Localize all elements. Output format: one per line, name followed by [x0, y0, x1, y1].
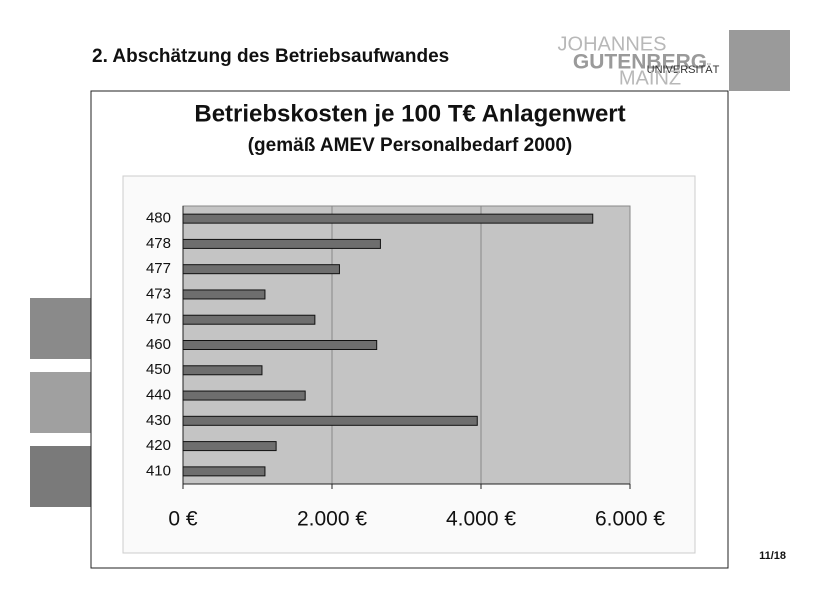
bar	[182, 213, 594, 224]
y-tick-label: 460	[146, 336, 171, 353]
bar	[182, 340, 378, 350]
photo	[30, 372, 91, 433]
y-tick-label: 440	[146, 387, 171, 404]
photo	[30, 446, 91, 507]
y-tick-label: 480	[146, 210, 171, 227]
y-tick-label: 430	[146, 412, 171, 429]
x-tick-label: 0 €	[168, 508, 198, 531]
logo-image	[729, 30, 790, 91]
x-tick-label: 2.000 €	[297, 508, 367, 531]
chart-subtitle: (gemäß AMEV Personalbedarf 2000)	[248, 135, 573, 156]
y-tick-label: 410	[146, 462, 171, 479]
x-tick-label: 6.000 €	[595, 508, 665, 531]
page-number: 11/18	[759, 550, 786, 562]
logo-text: GUTENBERG	[573, 51, 707, 74]
slide-title: 2. Abschätzung des Betriebsaufwandes	[92, 46, 449, 67]
chart-title: Betriebskosten je 100 T€ Anlagenwert	[194, 100, 625, 127]
y-tick-label: 477	[146, 260, 171, 277]
y-tick-label: 470	[146, 311, 171, 328]
bar	[182, 390, 306, 401]
bar	[182, 289, 266, 300]
x-tick-label: 4.000 €	[446, 508, 516, 531]
y-tick-label: 478	[146, 235, 171, 252]
logo-text: JOHANNES	[558, 33, 667, 55]
bar	[182, 415, 478, 426]
bar	[182, 365, 263, 376]
photo	[30, 298, 91, 359]
bar	[182, 264, 340, 275]
y-tick-label: 450	[146, 361, 171, 378]
bar	[182, 466, 266, 477]
logo-text: MAINZ	[619, 67, 681, 89]
bar	[182, 238, 381, 249]
y-tick-label: 420	[146, 437, 171, 454]
bar	[182, 441, 277, 452]
y-tick-label: 473	[146, 285, 171, 302]
bar	[182, 314, 316, 325]
logo-text: UNIVERSITÄT	[647, 64, 720, 76]
